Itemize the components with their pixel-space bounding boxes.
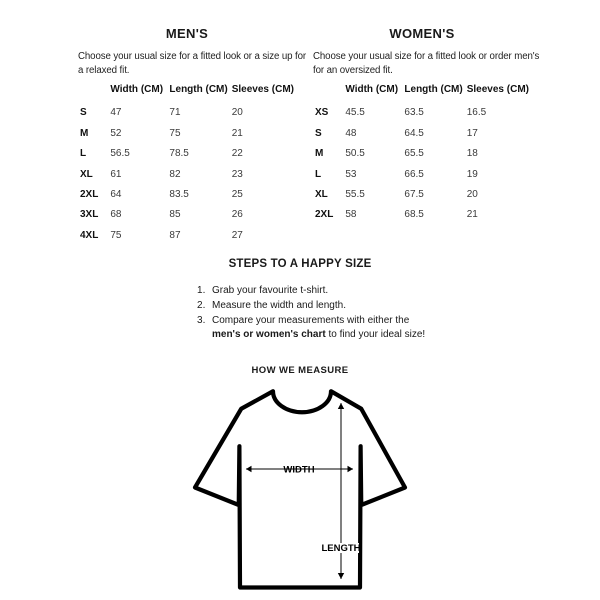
svg-text:LENGTH: LENGTH [321,543,360,554]
svg-text:WIDTH: WIDTH [283,465,314,476]
